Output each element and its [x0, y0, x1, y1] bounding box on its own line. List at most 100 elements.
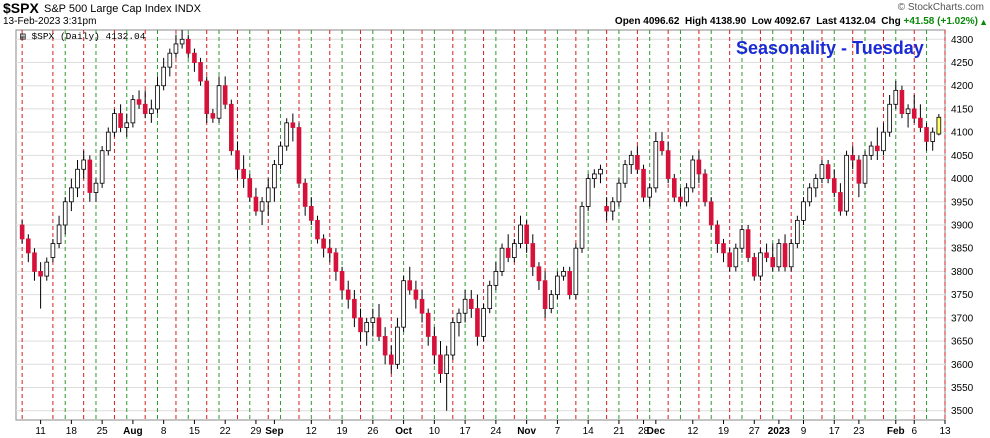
candle — [487, 284, 493, 309]
candle — [776, 243, 782, 268]
candle — [198, 62, 203, 82]
candle — [161, 66, 166, 87]
candle — [475, 308, 480, 337]
candle — [690, 159, 696, 189]
y-tick-label: 4100 — [951, 128, 974, 139]
last-value: 4132.04 — [839, 16, 876, 27]
candle — [167, 52, 173, 68]
x-tick-label: 13 — [939, 426, 951, 437]
last-label: Last — [816, 16, 837, 27]
candle — [635, 154, 640, 170]
x-tick-label: 6 — [911, 426, 917, 437]
candle — [641, 168, 646, 198]
candle — [616, 182, 622, 203]
y-tick-label: 3800 — [951, 267, 974, 278]
candle — [124, 122, 130, 128]
candle — [856, 159, 862, 184]
candle — [671, 178, 677, 198]
candle — [555, 275, 560, 296]
candle — [173, 43, 179, 54]
y-tick-label: 3850 — [951, 244, 974, 255]
candle — [850, 154, 856, 161]
candle — [893, 89, 899, 105]
x-tick-label: 2023 — [768, 426, 791, 437]
x-tick-label: 8 — [161, 426, 167, 437]
candle — [432, 336, 437, 356]
y-tick-label: 3600 — [951, 360, 974, 371]
candle — [715, 224, 720, 244]
candle — [456, 312, 462, 323]
candle — [924, 127, 929, 142]
candle — [678, 196, 683, 203]
x-tick-label: 29 — [250, 426, 262, 437]
up-arrow-icon: ▲ — [979, 17, 988, 27]
candle — [364, 322, 369, 333]
candle — [733, 247, 739, 268]
low-label: Low — [751, 16, 772, 27]
legend-text: $SPX (Daily) 4132.04 — [31, 31, 146, 42]
candle — [75, 168, 80, 189]
brand-logo[interactable]: © StockCharts.com — [897, 2, 984, 13]
candle — [444, 354, 449, 374]
y-tick-label: 4200 — [951, 81, 974, 92]
candle — [450, 322, 456, 356]
x-tick-label: Sep — [265, 426, 283, 437]
candle — [659, 141, 665, 152]
candle — [81, 159, 86, 170]
candle — [272, 164, 277, 189]
x-tick-label: 22 — [220, 426, 232, 437]
candle — [721, 243, 726, 254]
candle — [229, 103, 234, 152]
candle — [19, 224, 25, 240]
candle — [69, 187, 74, 203]
x-tick-label: 18 — [66, 426, 78, 437]
x-tick-label: 14 — [583, 426, 595, 437]
candle — [918, 117, 923, 128]
candle — [290, 122, 296, 128]
candle — [905, 108, 911, 114]
y-tick-label: 3550 — [951, 383, 974, 394]
x-tick-label: 26 — [367, 426, 379, 437]
candle — [819, 164, 825, 179]
symbol-description: S&P 500 Large Cap Index INDX — [44, 3, 201, 15]
candle — [235, 150, 240, 170]
candle — [764, 252, 769, 258]
y-tick-label: 3900 — [951, 221, 974, 232]
candle — [868, 145, 874, 156]
candle — [610, 201, 616, 212]
x-tick-label: Aug — [123, 426, 142, 437]
candle — [567, 271, 573, 296]
candle — [653, 141, 659, 189]
candle — [838, 192, 843, 212]
chart-header: $SPX S&P 500 Large Cap Index INDX 13-Feb… — [0, 0, 990, 30]
candle — [259, 201, 265, 212]
candle — [708, 201, 714, 226]
x-tick-label: 23 — [853, 426, 865, 437]
x-tick-label: 27 — [749, 426, 761, 437]
x-tick-label: 21 — [613, 426, 625, 437]
candle — [105, 131, 111, 152]
candle — [628, 154, 634, 166]
candle — [493, 271, 499, 286]
x-tick-label: 12 — [687, 426, 699, 437]
candle — [813, 178, 819, 189]
candle — [598, 168, 603, 175]
candle — [185, 38, 191, 54]
y-tick-label: 4000 — [951, 174, 974, 185]
series-legend: ▤ $SPX (Daily) 4132.04 — [20, 31, 145, 42]
candle — [192, 52, 197, 63]
candle — [579, 206, 585, 249]
symbol[interactable]: $SPX — [3, 0, 39, 16]
candle — [696, 159, 702, 175]
candle — [548, 294, 554, 309]
candle — [142, 103, 148, 114]
quote-bar: Open 4096.62 High 4138.90 Low 4092.67 La… — [615, 16, 978, 27]
candle — [899, 89, 905, 114]
candle — [468, 298, 474, 309]
candle — [265, 187, 271, 203]
candle — [93, 182, 99, 193]
candle — [382, 336, 388, 356]
y-tick-label: 4250 — [951, 58, 974, 69]
candle — [807, 187, 812, 203]
